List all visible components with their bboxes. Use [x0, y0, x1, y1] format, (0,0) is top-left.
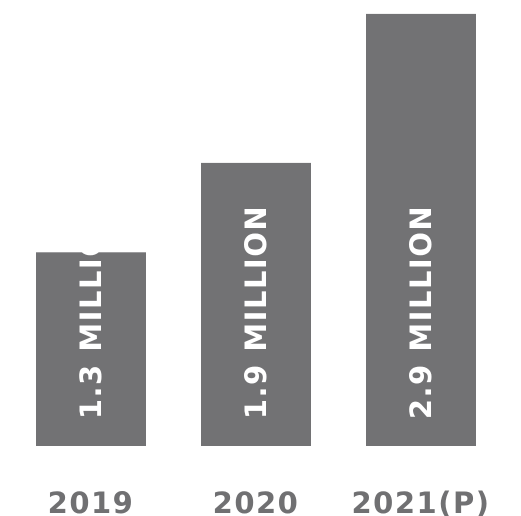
data-label-2020: 1.9 MILLION — [239, 205, 273, 419]
category-label-2021-p: 2021(P) — [352, 486, 491, 516]
data-label-2019: 1.3 MILLION — [74, 205, 108, 419]
category-label-2019: 2019 — [48, 486, 135, 516]
category-label-2020: 2020 — [213, 486, 300, 516]
bar-2021-p — [366, 13, 476, 447]
bar-2020 — [201, 162, 311, 446]
bar-2019 — [36, 252, 146, 446]
data-label-2021-p: 2.9 MILLION — [404, 205, 438, 419]
